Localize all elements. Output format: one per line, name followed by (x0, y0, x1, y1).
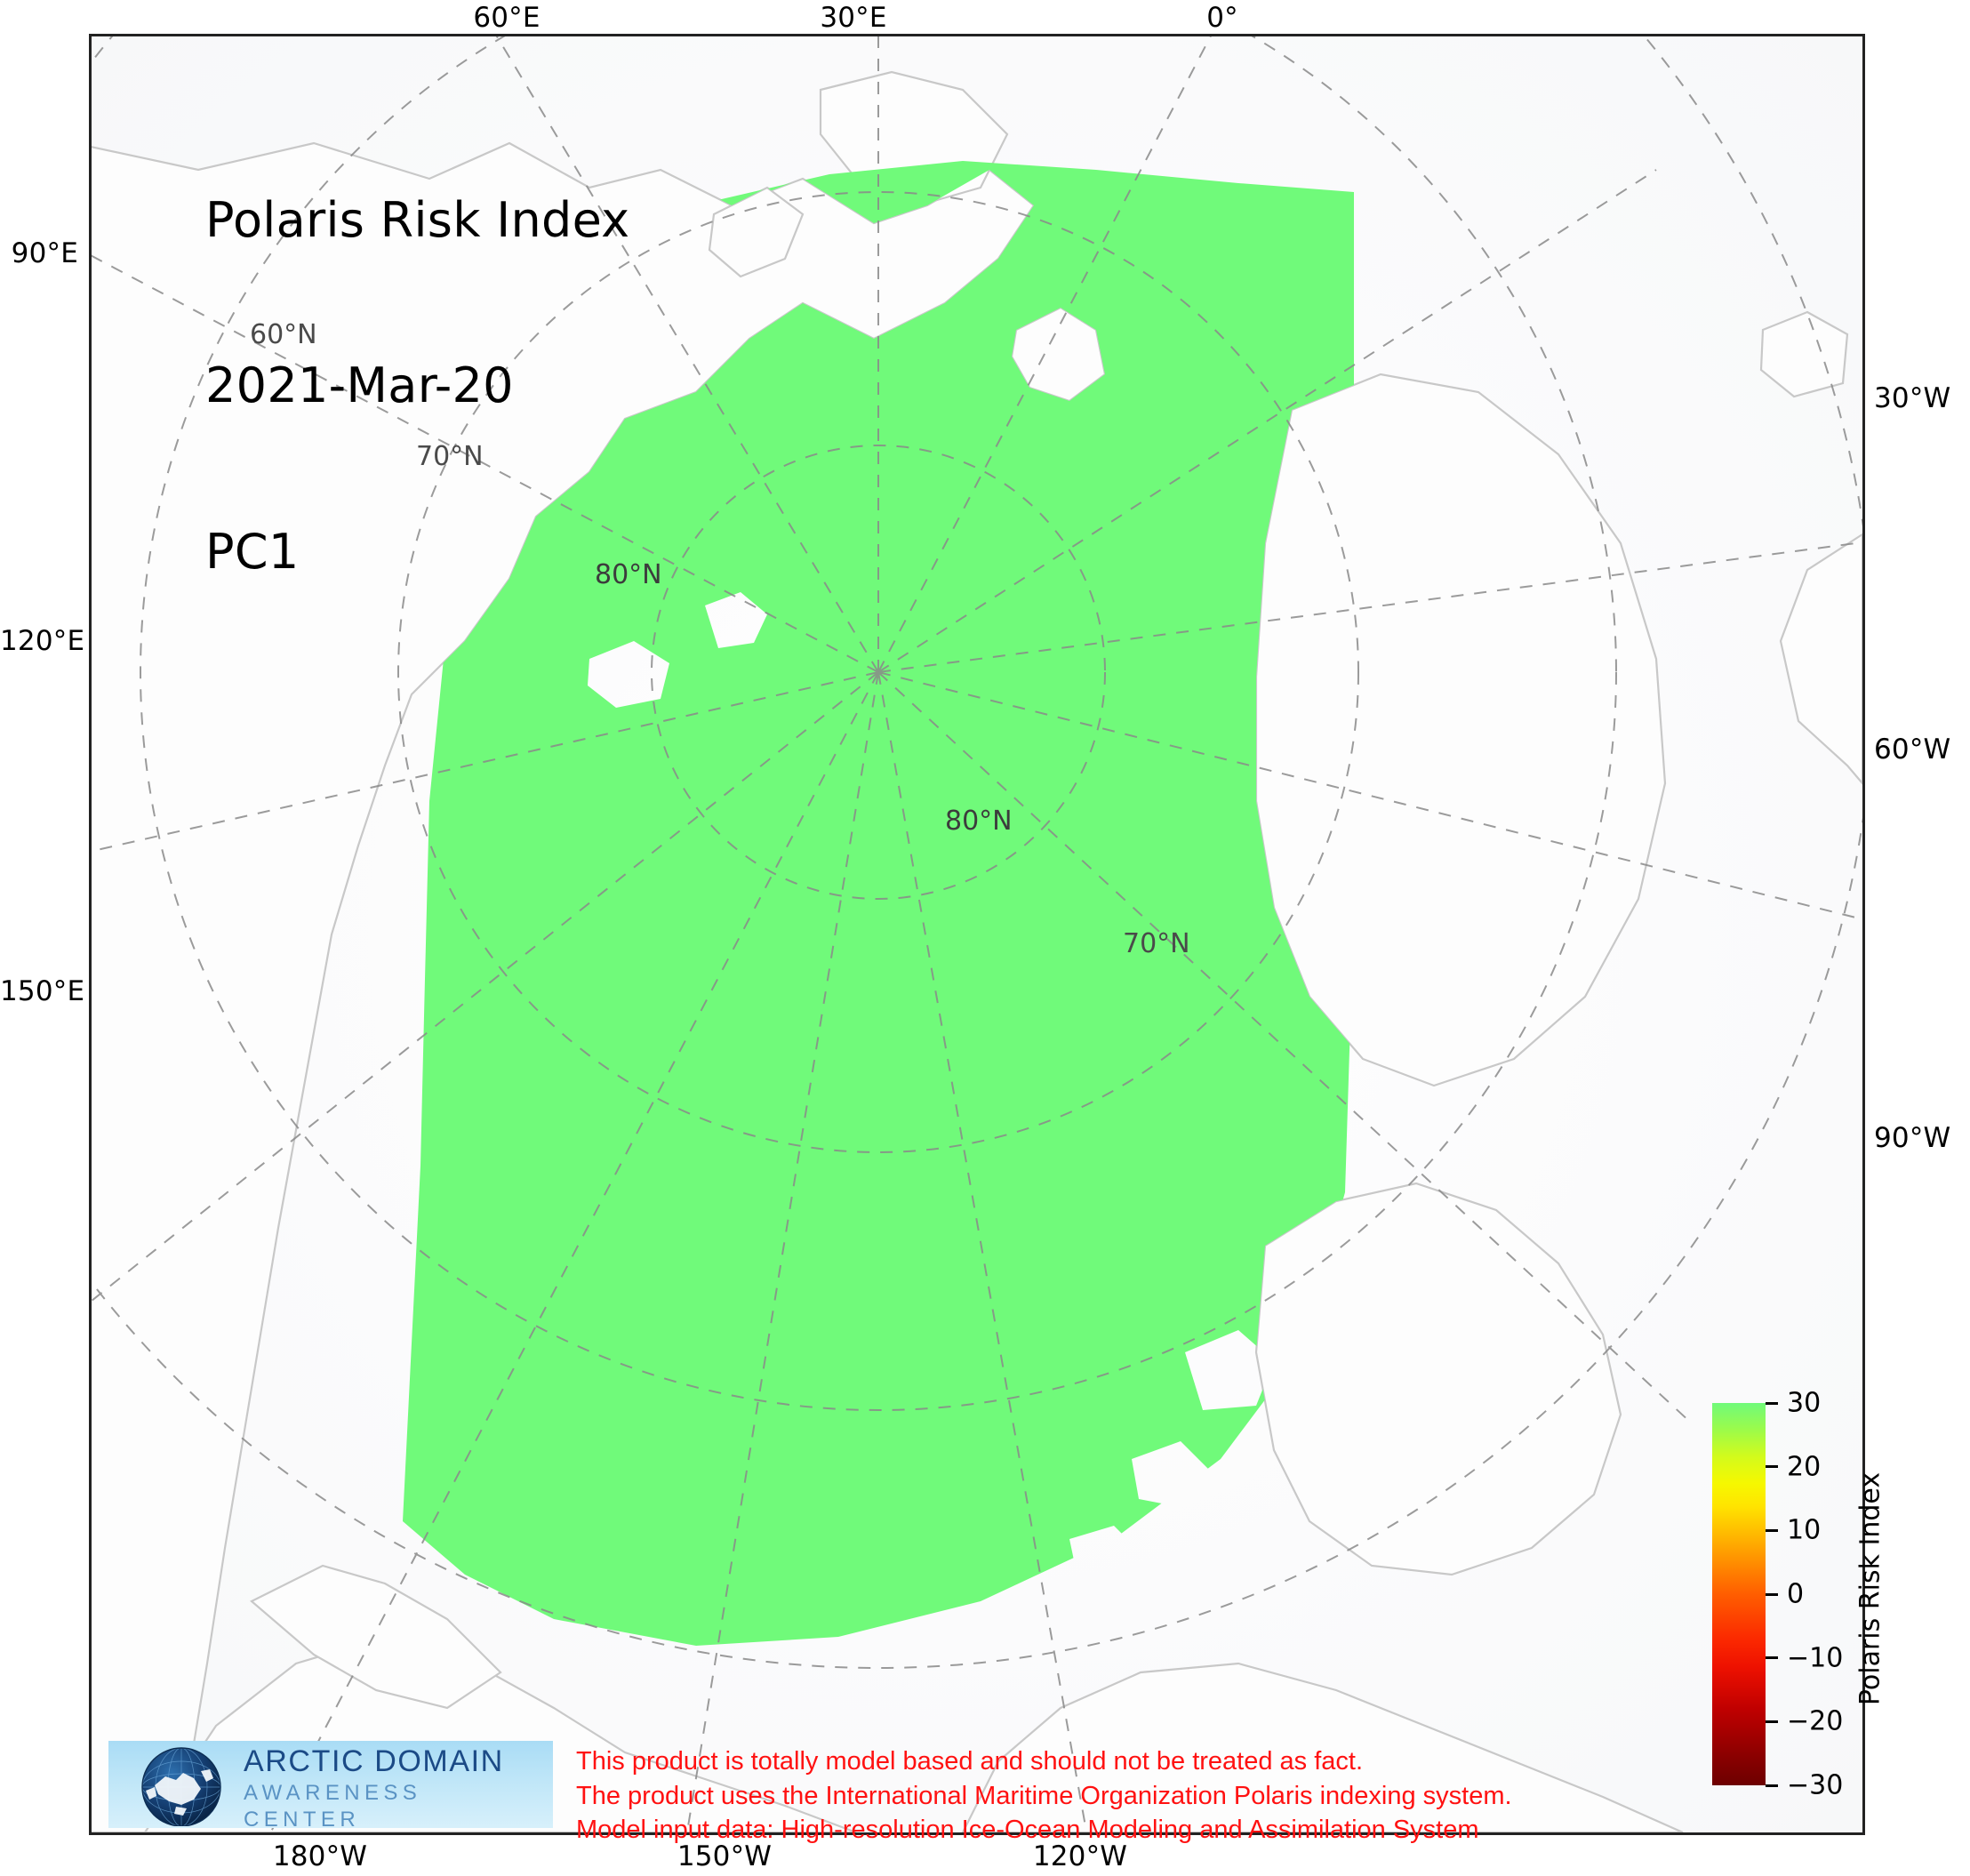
logo-title: ARCTIC DOMAIN (244, 1744, 504, 1778)
lon-tick-bottom-1: 150°W (677, 1840, 773, 1872)
colorbar-tick-label-0: 30 (1787, 1387, 1822, 1419)
colorbar: 30 20 10 0 −10 −20 −30 Polaris Risk Index (1712, 1388, 1952, 1807)
disclaimer-line-3: Model input data: High-resolution Ice-Oc… (576, 1816, 1479, 1845)
lon-tick-left-2: 150°E (0, 975, 85, 1007)
colorbar-tick-mark-4 (1766, 1656, 1778, 1660)
logo-subtitle: AWARENESS CENTER (244, 1781, 422, 1828)
lon-tick-top-0: 60°E (473, 2, 541, 34)
map-axes: 60°N 70°N 80°N 80°N 70°N Polaris Risk Index … (89, 34, 1865, 1835)
colorbar-tick-mark-2 (1766, 1528, 1778, 1532)
lon-tick-top-2: 0° (1206, 2, 1238, 34)
graticule-layer (92, 36, 1862, 1832)
lon-tick-top-1: 30°E (820, 2, 887, 34)
lon-tick-bottom-2: 120°W (1032, 1840, 1128, 1872)
colorbar-tick-mark-3 (1766, 1592, 1778, 1596)
disclaimer-line-1: This product is totally model based and … (576, 1747, 1364, 1776)
disclaimer-text: This product is totally model based and … (576, 1744, 1512, 1848)
lon-tick-bottom-0: 180°W (272, 1840, 368, 1872)
colorbar-tick-mark-6 (1766, 1784, 1778, 1787)
colorbar-tick-mark-0 (1766, 1401, 1778, 1405)
colorbar-tick-label-1: 20 (1787, 1451, 1822, 1483)
colorbar-tick-label-4: −10 (1787, 1642, 1844, 1674)
arctic-domain-awareness-center-logo: ARCTIC DOMAIN AWARENESS CENTER A DEPARTM… (108, 1741, 553, 1828)
colorbar-tick-mark-5 (1766, 1720, 1778, 1723)
colorbar-tick-label-6: −30 (1787, 1769, 1844, 1801)
colorbar-tick-label-3: 0 (1787, 1578, 1805, 1610)
disclaimer-line-2: The product uses the International Marit… (576, 1781, 1512, 1810)
lon-tick-right-1: 60°W (1874, 734, 1951, 766)
lon-tick-left-0: 90°E (11, 237, 78, 269)
colorbar-tick-label-2: 10 (1787, 1514, 1822, 1546)
colorbar-axis-label: Polaris Risk Index (1854, 1471, 1886, 1706)
colorbar-gradient (1712, 1403, 1766, 1785)
globe-icon (141, 1747, 221, 1826)
lon-tick-left-1: 120°E (0, 625, 85, 657)
lon-tick-right-0: 30°W (1874, 382, 1951, 414)
colorbar-tick-mark-1 (1766, 1465, 1778, 1469)
lon-tick-right-2: 90°W (1874, 1122, 1951, 1154)
logo-text-block: ARCTIC DOMAIN AWARENESS CENTER A DEPARTM… (244, 1746, 542, 1828)
colorbar-tick-label-5: −20 (1787, 1705, 1844, 1737)
